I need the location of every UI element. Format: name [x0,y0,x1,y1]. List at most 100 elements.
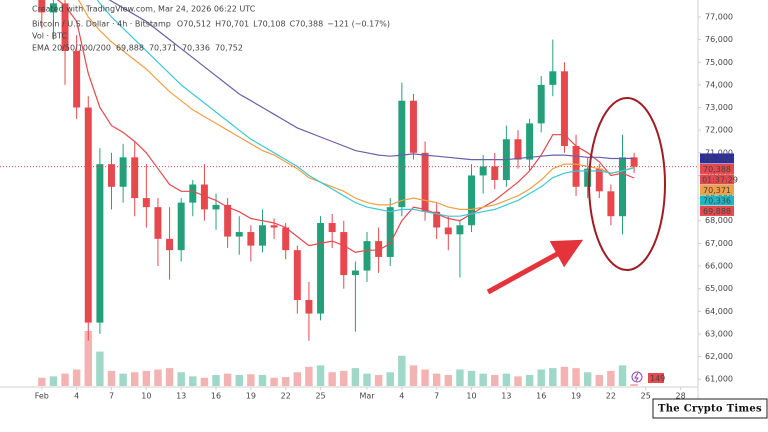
volume-tag [648,373,664,383]
candle-body [177,202,185,251]
candle-body [421,152,429,212]
y-tick-label: 64,000 [705,307,733,316]
candle-body [200,184,208,210]
candle-body [386,207,394,257]
volume-bar [467,370,476,386]
countdown: 01:37:29 [702,175,738,184]
volume-bar [491,375,499,386]
volume-bar [61,373,69,386]
ema-value: 70,371 [149,44,177,53]
y-tick-label: 72,000 [705,126,733,135]
candle-body [224,204,232,237]
volume-bar [409,365,418,386]
volume-bar [200,377,209,386]
candle-body [258,225,266,246]
x-tick-label: 22 [281,392,291,401]
volume-bar [363,373,371,386]
ohlc-value: H70,701 [215,20,249,29]
candle-body [375,241,383,257]
candle-body [607,191,615,217]
watermark-box: The Crypto Times [652,398,768,419]
candle-body [328,222,336,233]
candle-body [584,168,592,187]
volume-bar [398,355,406,386]
volume-label: Vol · BTC [32,32,68,41]
price-tag-label: 70,336 [703,196,731,205]
volume-bar [84,331,92,386]
price-tag [700,195,734,206]
x-tick-label: 10 [466,392,476,401]
ema-value: 69,888 [116,44,144,53]
volume-bar [131,372,139,386]
price-tag [700,163,734,174]
alert-icon [631,371,643,383]
volume-bar [154,369,162,386]
countdown-tag [700,174,734,185]
volume-bar [502,373,511,386]
volume-bar [142,370,151,386]
y-tick-label: 73,000 [705,103,733,112]
candle-body [235,232,243,237]
ema-value: 70,336 [182,44,210,53]
volume-bar [305,366,313,386]
x-tick-label: 16 [211,392,221,401]
volume-bar [340,370,348,386]
candle-body [270,225,278,228]
x-tick-label: 28 [675,392,685,401]
y-tick-label: 77,000 [705,12,733,21]
volume-bar [351,368,360,386]
candle-body [131,157,139,199]
x-tick-label: 13 [501,392,511,401]
candle-body [73,50,81,108]
volume-bar [374,375,383,386]
candle-body [305,299,313,314]
ohlc-value: C70,388 [290,20,324,29]
x-tick-label: 22 [606,392,616,401]
candle-body [560,71,568,147]
ema-line [96,0,635,217]
alert-bolt [634,372,639,382]
volume-bar [514,376,522,386]
volume-bar [189,376,197,386]
volume-tag-label: 149 [650,374,665,383]
volume-bar [235,375,243,386]
volume-bar [316,365,325,386]
ema-value: 70,752 [215,44,243,53]
candle-body [61,3,69,51]
candle-body [514,139,522,160]
candle-body [189,184,197,203]
volume-bar [293,372,302,386]
ema-line [108,0,635,161]
y-tick-label: 62,000 [705,352,733,361]
x-tick-label: Feb [35,392,49,401]
candle-body [479,166,487,176]
volume-bar [525,375,534,386]
candle-body [340,232,348,276]
y-tick-label: 76,000 [705,35,733,44]
volume-bar [630,383,638,386]
price-tag-label: 70,371 [703,186,731,195]
volume-bar [537,369,545,386]
y-tick-label: 65,000 [705,284,733,293]
candle-body [351,270,359,276]
candle-body [456,225,464,235]
candle-body [595,168,603,192]
volume-bar [223,373,232,386]
price-tag-label: 69,888 [703,207,731,216]
candle-body [166,238,174,251]
annotations [486,97,666,295]
volume-bar [421,369,429,386]
ohlc-value: O70,512 [177,20,211,29]
volume-bar [247,374,255,386]
x-tick-label: 4 [399,392,404,401]
volume-bar [165,368,174,386]
x-tick-label: 19 [571,392,581,401]
candle-body [444,227,452,235]
x-tick-label: 19 [246,392,256,401]
candle-body [293,250,301,300]
volume-bar [281,377,290,386]
x-tick-label: 25 [315,392,325,401]
x-tick-label: Mar [359,392,375,401]
x-tick-label: 7 [109,392,114,401]
